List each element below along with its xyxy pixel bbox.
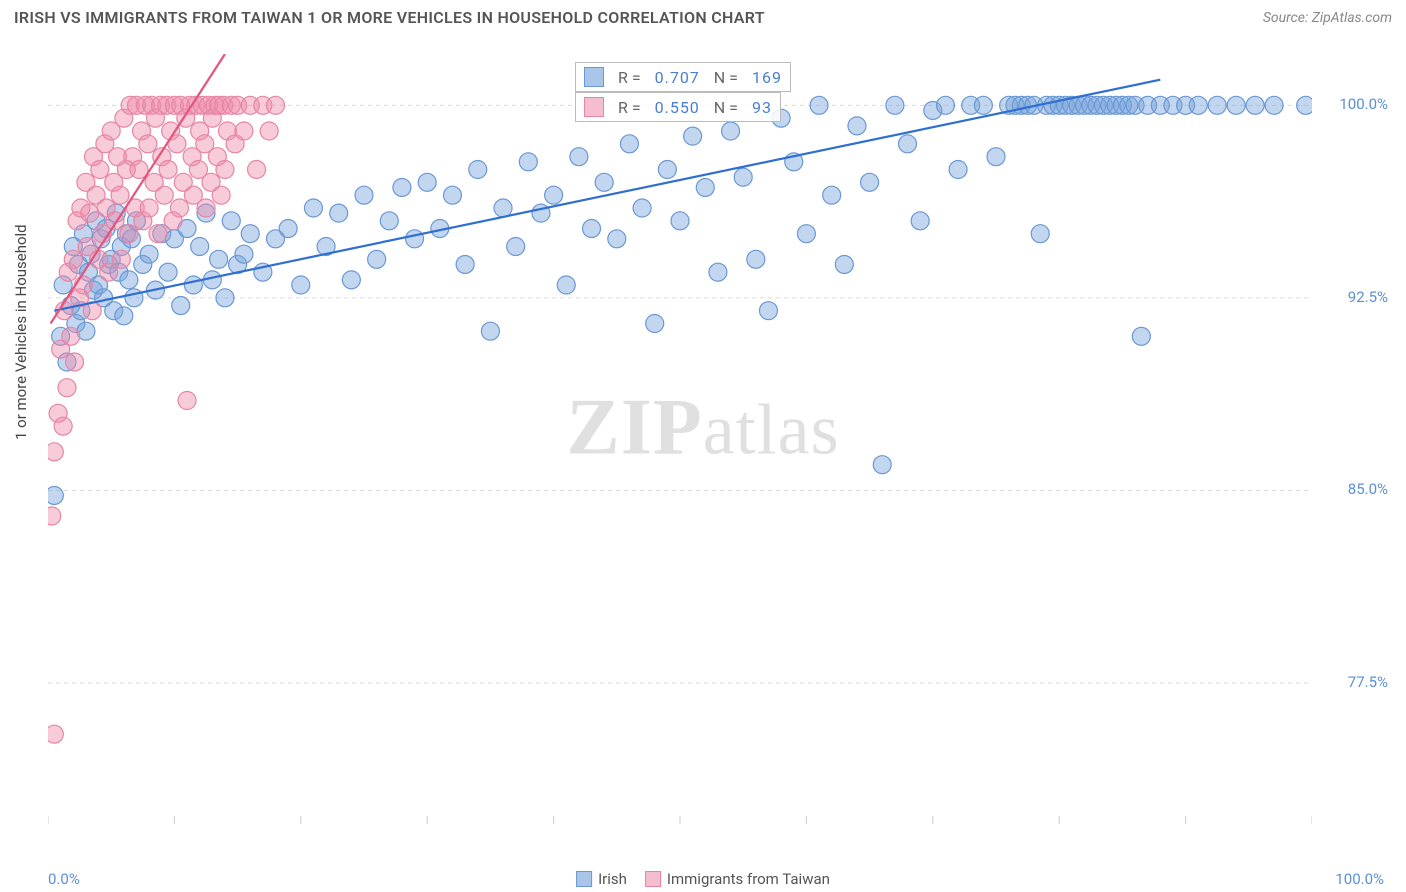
stats-taiwan: R = 0.550 N = 93 xyxy=(575,92,781,122)
y-tick-label: 77.5% xyxy=(1348,673,1388,691)
x-tick-left: 0.0% xyxy=(48,870,80,888)
chart-header: IRISH VS IMMIGRANTS FROM TAIWAN 1 OR MOR… xyxy=(0,0,1406,31)
legend-swatch-irish xyxy=(576,871,592,887)
stats-irish-n: 169 xyxy=(752,68,782,87)
stats-taiwan-swatch xyxy=(584,97,604,117)
stats-r-label: R = xyxy=(618,68,641,87)
chart-source: Source: ZipAtlas.com xyxy=(1263,10,1392,26)
stats-taiwan-r: 0.550 xyxy=(655,98,700,117)
stats-irish-swatch xyxy=(584,67,604,87)
stats-taiwan-n: 93 xyxy=(752,98,772,117)
y-tick-label: 100.0% xyxy=(1339,95,1388,113)
legend-item-irish: Irish xyxy=(576,870,627,888)
legend: Irish Immigrants from Taiwan xyxy=(576,870,830,888)
stats-irish-r: 0.707 xyxy=(655,68,700,87)
stats-n-label: N = xyxy=(714,68,738,87)
legend-label-taiwan: Immigrants from Taiwan xyxy=(667,870,830,888)
y-tick-label: 92.5% xyxy=(1348,288,1388,306)
y-axis-label: 1 or more Vehicles in Household xyxy=(12,224,30,440)
scatter-plot xyxy=(48,54,1312,824)
chart-title: IRISH VS IMMIGRANTS FROM TAIWAN 1 OR MOR… xyxy=(14,8,765,27)
legend-swatch-taiwan xyxy=(645,871,661,887)
stats-r-label: R = xyxy=(618,98,641,117)
legend-item-taiwan: Immigrants from Taiwan xyxy=(645,870,830,888)
legend-label-irish: Irish xyxy=(598,870,627,888)
y-tick-label: 85.0% xyxy=(1348,480,1388,498)
stats-n-label: N = xyxy=(714,98,738,117)
stats-irish: R = 0.707 N = 169 xyxy=(575,62,791,92)
x-tick-right: 100.0% xyxy=(1335,870,1384,888)
